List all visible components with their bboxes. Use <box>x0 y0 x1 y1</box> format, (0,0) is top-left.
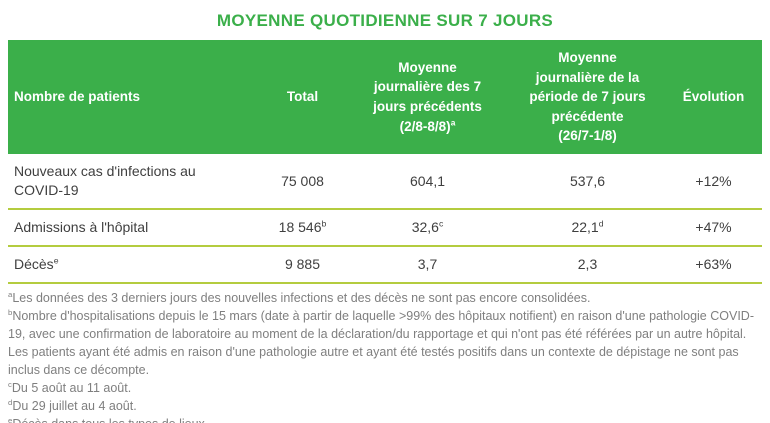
evolution-cell: +12% <box>665 154 762 210</box>
avg-current-superscript: c <box>438 218 444 229</box>
header-moyenne-7-jours-precedents: Moyenne journalière des 7 jours précéden… <box>345 40 510 154</box>
table-row-nouveaux-cas: Nouveaux cas d'infections au COVID-19 75… <box>8 154 762 210</box>
header-moyenne-periode-precedente: Moyenne journalière de la période de 7 j… <box>510 40 665 154</box>
row-label: Admissions à l'hôpital <box>14 218 149 235</box>
footnote-text: Du 29 juillet au 4 août. <box>12 398 137 413</box>
total-value: 9 885 <box>284 256 321 273</box>
row-label: Nouveaux cas d'infections au COVID-19 <box>14 163 196 198</box>
footnotes: aLes données des 3 derniers jours des no… <box>8 289 762 423</box>
footnote-marker: d <box>8 397 13 407</box>
total-cell: 18 546b <box>260 208 345 247</box>
avg-current-value: 3,7 <box>417 256 438 273</box>
total-cell: 9 885 <box>260 245 345 284</box>
evolution-value: +63% <box>695 256 732 273</box>
header-label: Nombre de patients <box>14 89 141 105</box>
avg-current-value: 32,6 <box>411 219 439 236</box>
footnote-d: dDu 29 juillet au 4 août. <box>8 397 762 415</box>
stats-table: Nombre de patients Total Moyenne journal… <box>8 40 762 284</box>
row-label-cell: Nouveaux cas d'infections au COVID-19 <box>8 154 260 210</box>
total-value: 75 008 <box>281 172 324 189</box>
total-value: 18 546 <box>278 219 322 236</box>
header-label: Moyenne journalière des 7 jours précéden… <box>373 59 482 134</box>
row-label: Décès <box>14 255 54 272</box>
footnote-text: Nombre d'hospitalisations depuis le 15 m… <box>8 308 754 377</box>
table-header-row: Nombre de patients Total Moyenne journal… <box>8 40 762 154</box>
avg-previous-superscript: d <box>598 218 604 229</box>
avg-previous-value: 537,6 <box>569 172 606 189</box>
footnote-text: Décès dans tous les types de lieux. <box>12 417 208 423</box>
avg-previous-cell: 537,6 <box>510 154 665 210</box>
row-label-cell: Admissions à l'hôpital <box>8 208 260 247</box>
avg-current-value: 604,1 <box>409 172 446 189</box>
total-superscript: b <box>321 218 327 229</box>
header-total: Total <box>260 40 345 154</box>
table-row-admissions-hopital: Admissions à l'hôpital 18 546b 32,6c 22,… <box>8 208 762 247</box>
footnote-marker: e <box>8 415 13 423</box>
row-label-cell: Décèse <box>8 245 260 284</box>
header-label: Total <box>286 89 319 105</box>
footnote-marker: c <box>8 379 12 389</box>
evolution-value: +47% <box>695 219 732 236</box>
footnote-marker: a <box>8 289 13 299</box>
total-cell: 75 008 <box>260 154 345 210</box>
avg-previous-cell: 22,1d <box>510 208 665 247</box>
evolution-value: +12% <box>695 172 732 189</box>
header-label: Moyenne journalière de la période de 7 j… <box>529 50 646 144</box>
avg-current-cell: 604,1 <box>345 154 510 210</box>
avg-current-cell: 32,6c <box>345 208 510 247</box>
footnote-e: eDécès dans tous les types de lieux. <box>8 415 762 423</box>
header-superscript: a <box>450 117 456 128</box>
footnote-text: Du 5 août au 11 août. <box>11 380 132 395</box>
avg-current-cell: 3,7 <box>345 245 510 284</box>
header-nombre-de-patients: Nombre de patients <box>8 40 260 154</box>
footnote-b: bNombre d'hospitalisations depuis le 15 … <box>8 307 762 379</box>
avg-previous-cell: 2,3 <box>510 245 665 284</box>
avg-previous-value: 22,1 <box>571 219 599 236</box>
page-title: MOYENNE QUOTIDIENNE SUR 7 JOURS <box>216 11 554 30</box>
footnote-a: aLes données des 3 derniers jours des no… <box>8 289 762 307</box>
header-label: Évolution <box>682 89 745 105</box>
avg-previous-value: 2,3 <box>577 256 598 273</box>
evolution-cell: +47% <box>665 208 762 247</box>
table-row-deces: Décèse 9 885 3,7 2,3 +63% <box>8 245 762 284</box>
row-label-superscript: e <box>53 255 59 266</box>
evolution-cell: +63% <box>665 245 762 284</box>
header-evolution: Évolution <box>665 40 762 154</box>
footnote-c: cDu 5 août au 11 août. <box>8 379 762 397</box>
footnote-marker: b <box>8 307 13 317</box>
footnote-text: Les données des 3 derniers jours des nou… <box>12 290 591 305</box>
